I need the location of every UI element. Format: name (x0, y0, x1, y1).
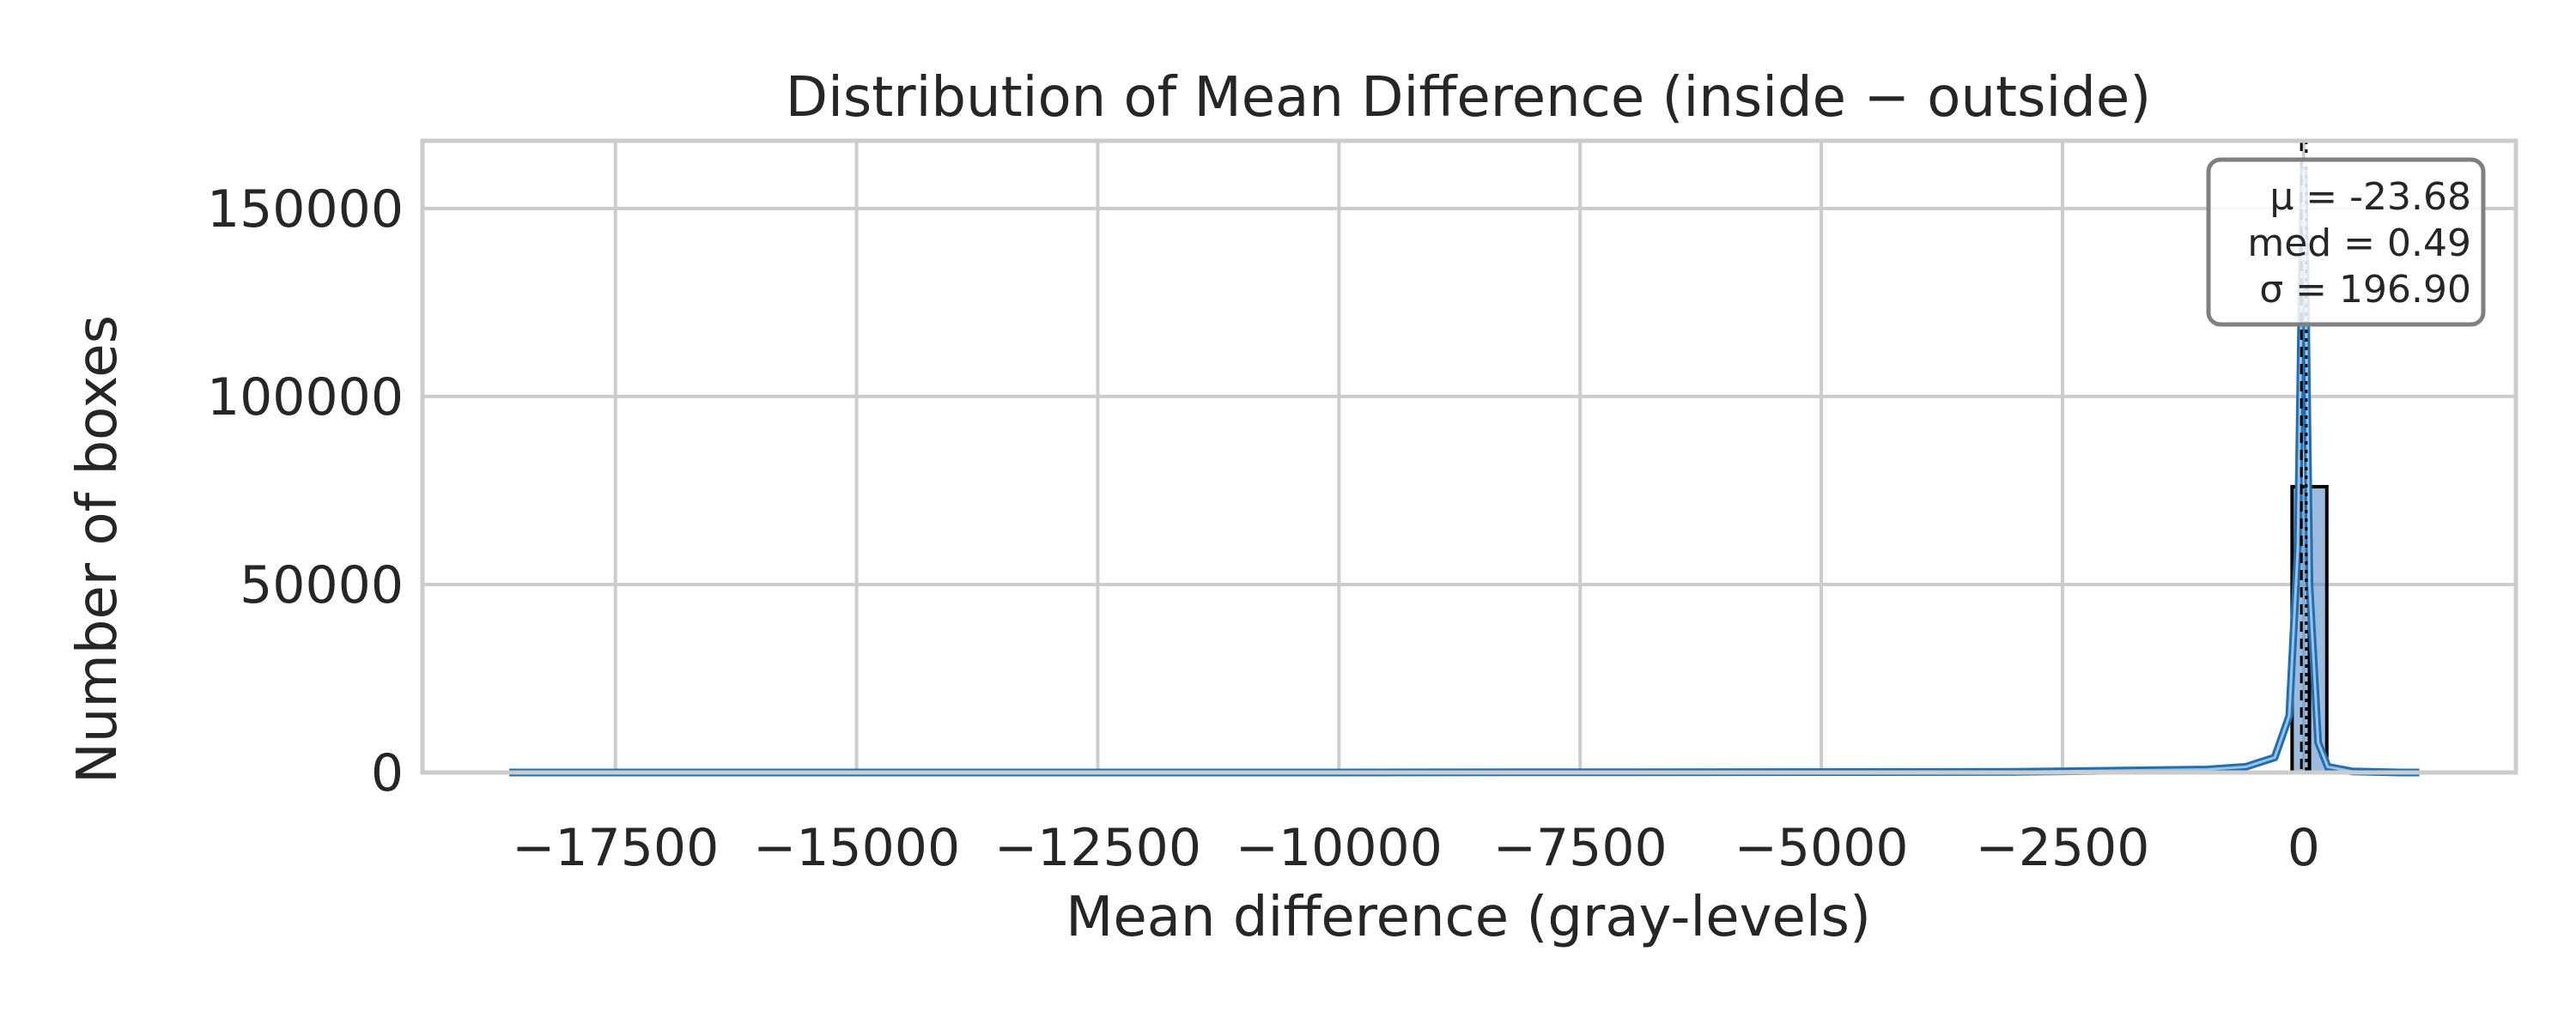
y-tick-label: 50000 (240, 555, 404, 615)
x-tick-label: −7500 (1493, 818, 1668, 878)
stats-box-frame (2206, 157, 2486, 327)
y-axis-label: Number of boxes (66, 315, 130, 784)
x-tick-labels: −17500 −15000 −12500 −10000 −7500 −5000 −2500 0 (512, 818, 2320, 878)
y-tick-labels: 0 50000 100000 150000 (207, 179, 404, 803)
x-tick-label: −15000 (753, 818, 960, 878)
x-axis-label: Mean difference (gray-levels) (1066, 886, 1871, 949)
x-tick-label: −2500 (1975, 818, 2149, 878)
x-tick-label: −17500 (512, 818, 719, 878)
chart-title: Distribution of Mean Difference (inside … (786, 66, 2151, 130)
stats-mean: μ = -23.68 (2269, 175, 2471, 219)
x-tick-label: 0 (2287, 818, 2320, 878)
y-tick-label: 150000 (207, 179, 404, 239)
y-tick-label: 100000 (207, 367, 404, 427)
x-tick-label: −12500 (994, 818, 1201, 878)
x-tick-label: −10000 (1236, 818, 1443, 878)
plot-frame (420, 138, 2518, 775)
stats-box: μ = -23.68 med = 0.49 σ = 196.90 (2206, 157, 2486, 327)
stats-median: med = 0.49 (2247, 221, 2471, 265)
y-tick-label: 0 (371, 743, 404, 803)
stats-std: σ = 196.90 (2259, 268, 2471, 312)
x-tick-label: −5000 (1735, 818, 1909, 878)
